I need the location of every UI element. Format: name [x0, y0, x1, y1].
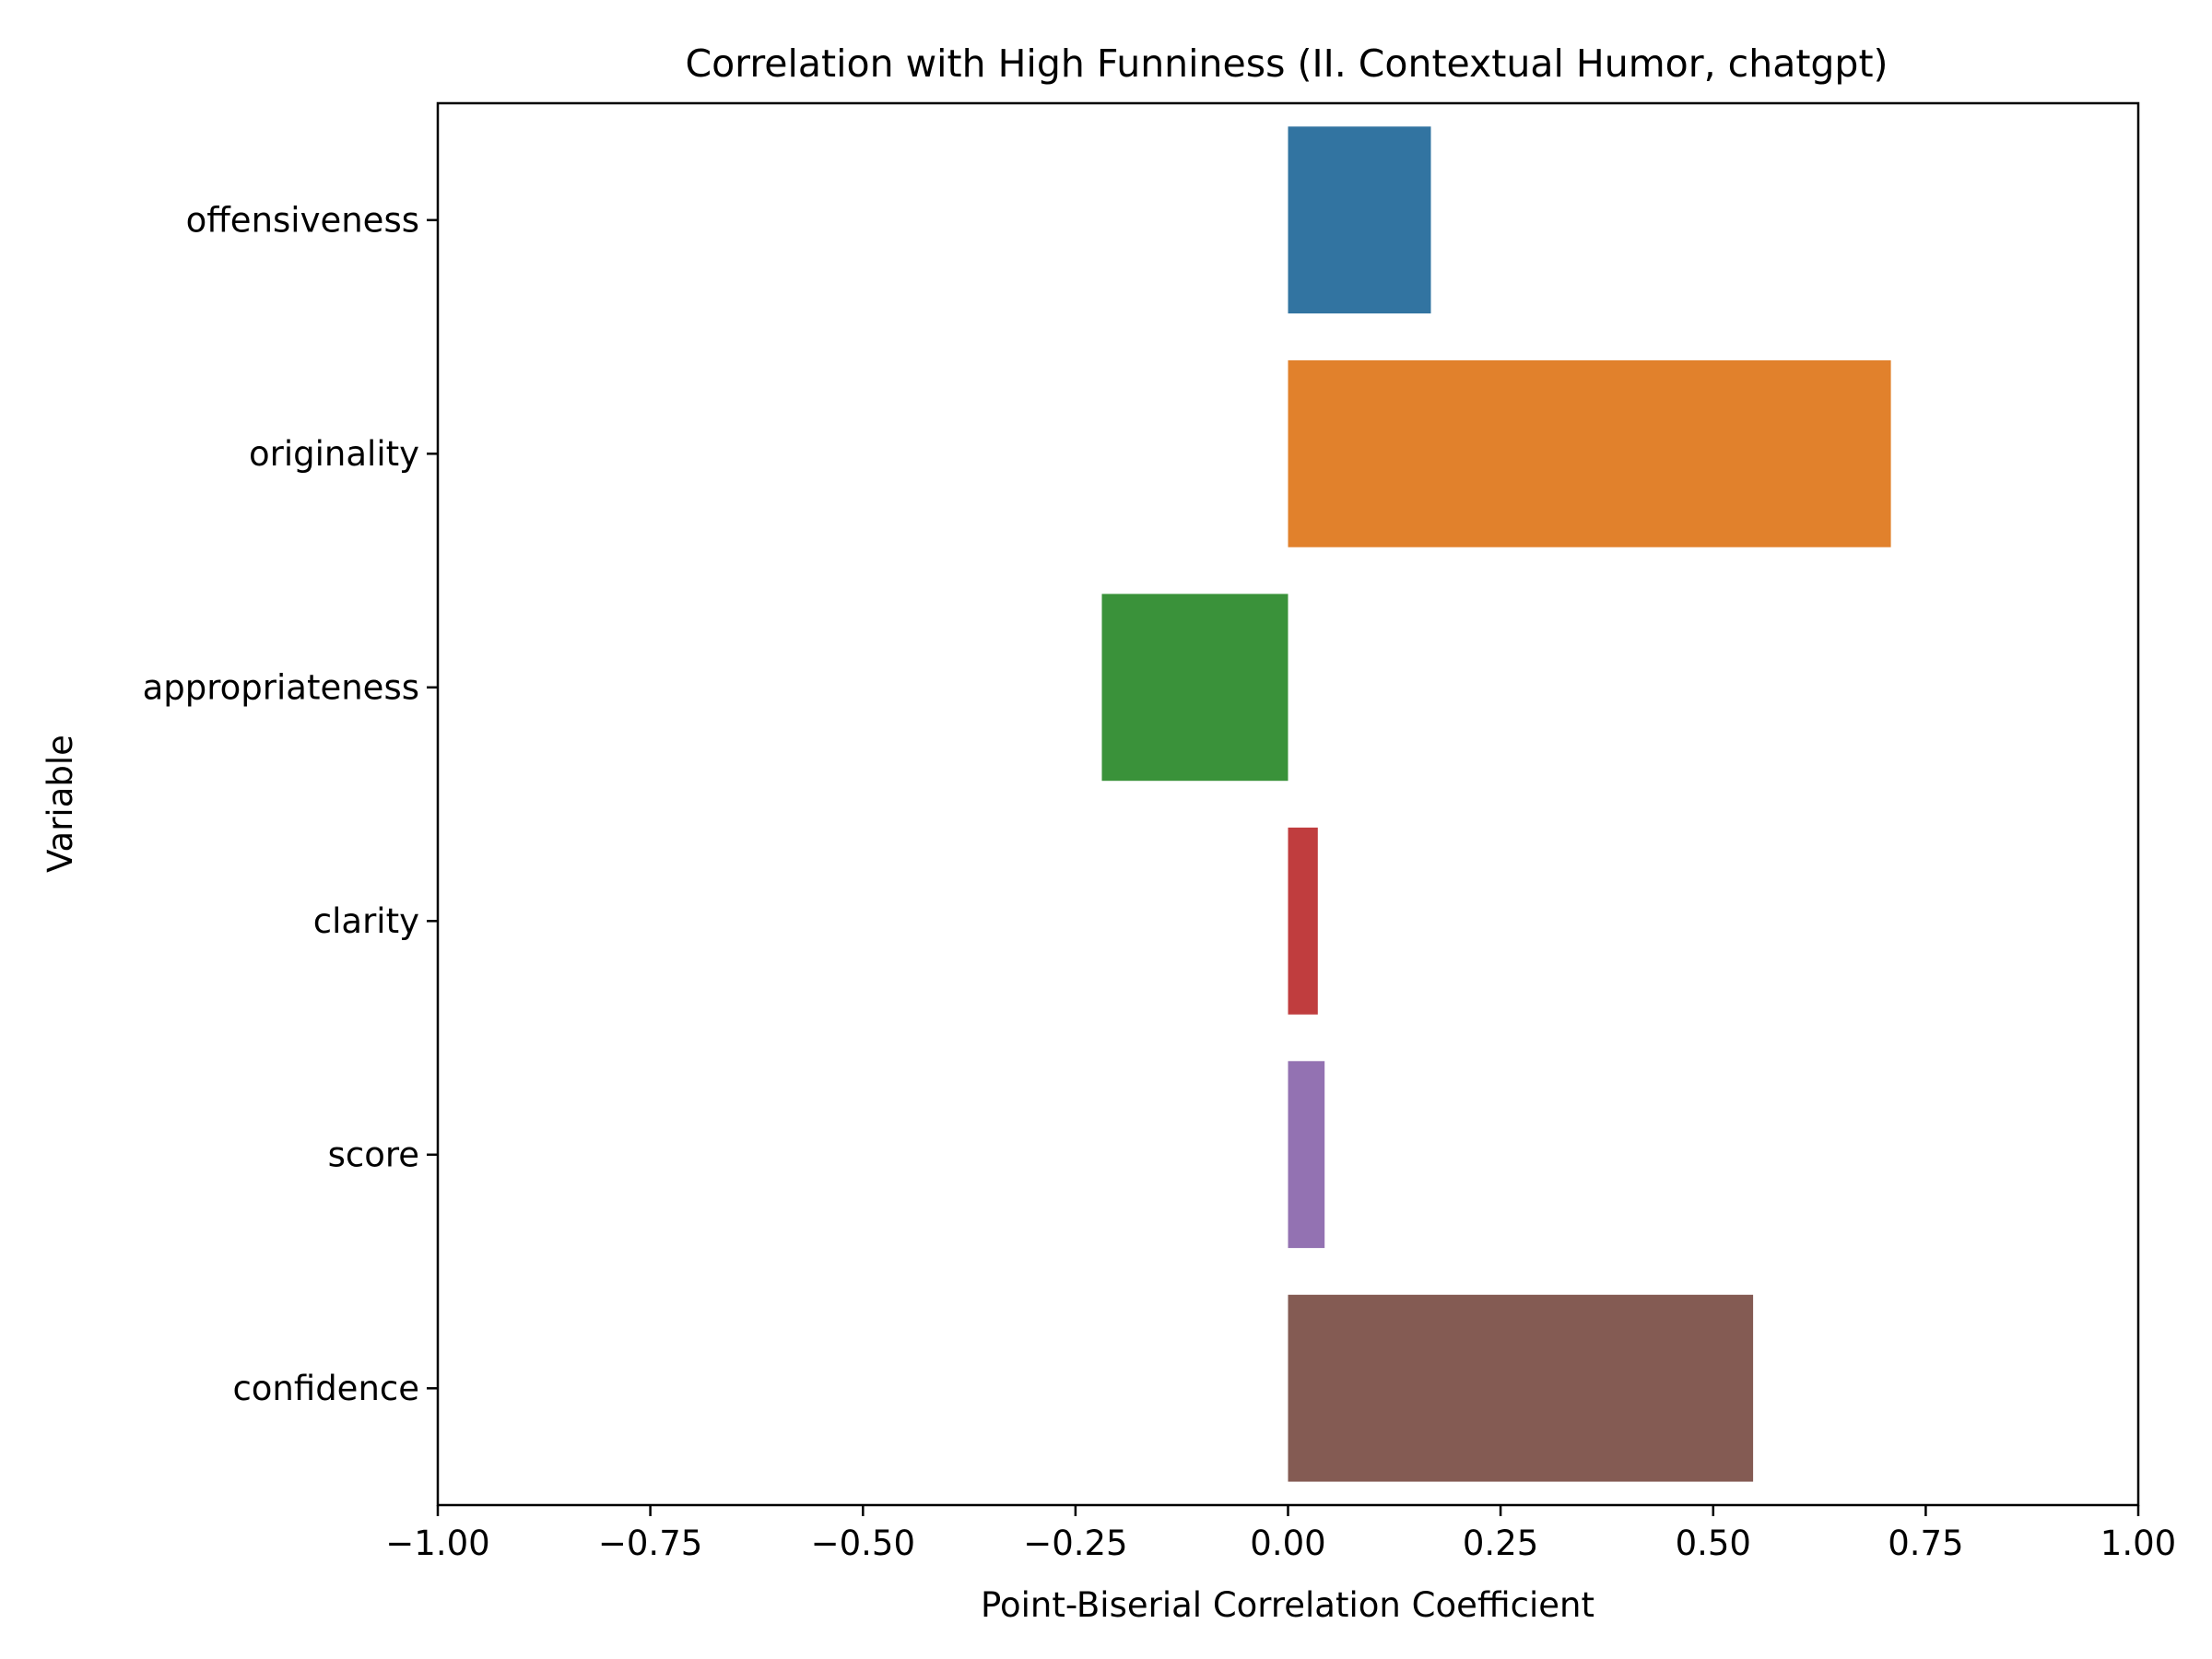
x-axis-label: Point-Biserial Correlation Coefficient	[981, 1585, 1594, 1625]
x-tick-label: 1.00	[2100, 1524, 2176, 1563]
plot-frame	[436, 101, 2140, 1507]
bars-group	[1101, 126, 1891, 1482]
chart-title: Correlation with High Funniness (II. Con…	[685, 41, 1888, 86]
y-axis-ticks: offensiveness originality appropriateness c…	[143, 200, 438, 1408]
x-tick-label: −0.50	[811, 1524, 915, 1563]
x-tick-label: 0.75	[1888, 1524, 1963, 1563]
bar-confidence	[1288, 1294, 1754, 1482]
y-tick-label-originality: originality	[249, 434, 419, 474]
bar-appropriateness	[1101, 594, 1288, 782]
y-axis-label: Variable	[41, 735, 80, 873]
bar-clarity	[1288, 827, 1318, 1015]
bar-score	[1288, 1061, 1325, 1249]
x-tick-label: 0.50	[1676, 1524, 1751, 1563]
y-tick-label-clarity: clarity	[313, 901, 419, 941]
y-tick-label-offensiveness: offensiveness	[186, 200, 419, 240]
y-tick-label-score: score	[328, 1135, 419, 1174]
y-tick-label-appropriateness: appropriateness	[143, 667, 419, 707]
x-tick-label: 0.25	[1463, 1524, 1538, 1563]
x-axis-ticks: −1.00 −0.75 −0.50 −0.25 0.00 0.25 0.50 0.75 1.00	[385, 1505, 2176, 1563]
bar-offensiveness	[1288, 126, 1431, 314]
y-tick-label-confidence: confidence	[232, 1369, 419, 1408]
bar-originality	[1288, 359, 1891, 547]
x-tick-label: 0.00	[1250, 1524, 1325, 1563]
x-tick-label: −1.00	[385, 1524, 489, 1563]
x-tick-label: −0.25	[1023, 1524, 1127, 1563]
x-tick-label: −0.75	[598, 1524, 702, 1563]
